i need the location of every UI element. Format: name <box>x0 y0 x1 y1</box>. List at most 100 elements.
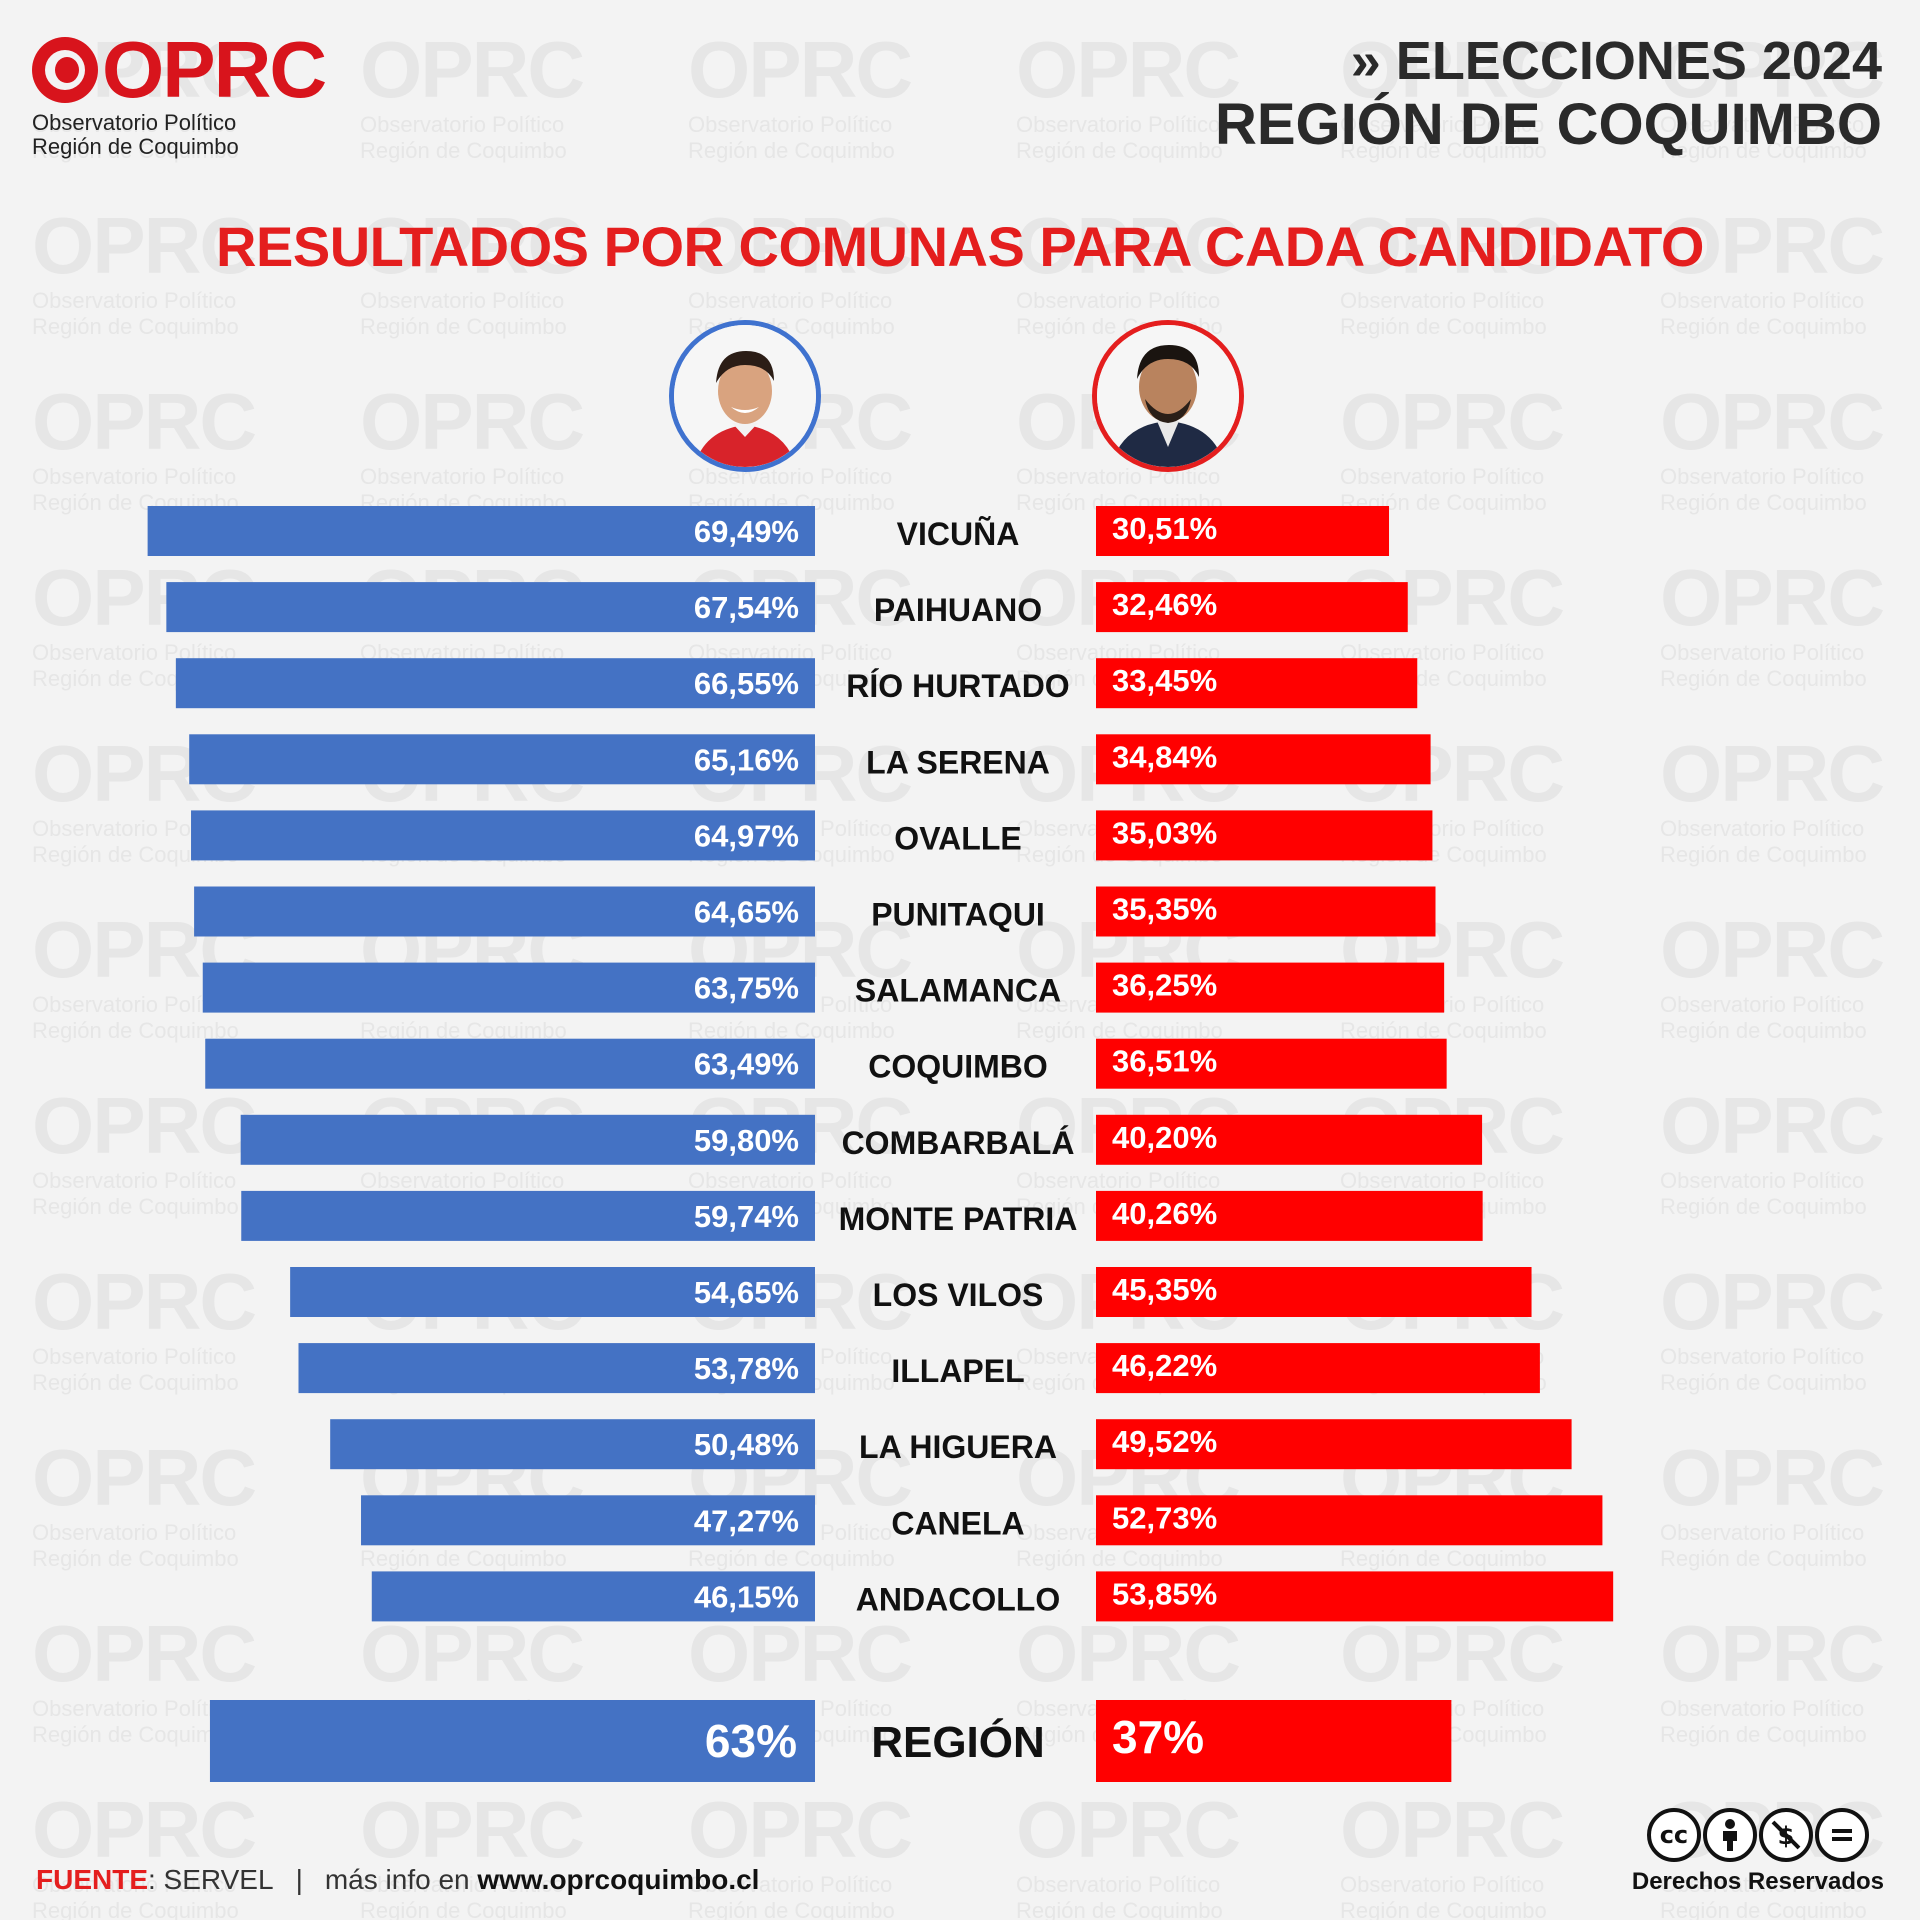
eye-icon <box>32 37 98 103</box>
footer-source: FUENTE: SERVEL | más info en www.oprcoquim… <box>36 1864 759 1896</box>
license-badge: cc $ Derechos Reservados <box>1632 1808 1884 1896</box>
value-label-right-5: 35,35% <box>1112 892 1217 927</box>
bar-left-1 <box>166 582 816 633</box>
value-label-left-7: 63,49% <box>694 1047 799 1082</box>
category-label-6: SALAMANCA <box>855 973 1061 1009</box>
bar-left-13 <box>361 1495 815 1546</box>
value-label-right-13: 52,73% <box>1112 1500 1217 1535</box>
noncommercial-icon: $ <box>1758 1808 1813 1862</box>
value-label-right-2: 33,45% <box>1112 663 1217 698</box>
event-line-1: » ELECCIONES 2024 <box>1350 31 1882 91</box>
source-value: : SERVEL <box>148 1864 274 1895</box>
bar-right-total <box>1096 1700 1452 1782</box>
value-label-left-6: 63,75% <box>694 971 799 1006</box>
bar-left-12 <box>330 1419 815 1470</box>
bar-left-3 <box>189 734 815 785</box>
value-label-right-4: 35,03% <box>1112 815 1217 850</box>
rights-text: Derechos Reservados <box>1631 1868 1884 1895</box>
logo-text: OPRC <box>102 25 327 114</box>
category-label-13: CANELA <box>891 1505 1024 1541</box>
bar-right-11 <box>1096 1343 1540 1394</box>
bar-right-5 <box>1096 886 1436 937</box>
value-label-right-11: 46,22% <box>1112 1348 1217 1383</box>
bar-left-14 <box>371 1571 815 1622</box>
category-label-3: LA SERENA <box>866 744 1050 780</box>
value-label-left-9: 59,74% <box>694 1199 799 1234</box>
bar-left-0 <box>147 506 815 556</box>
category-label-14: ANDACOLLO <box>856 1581 1060 1617</box>
website-link[interactable]: www.oprcoquimbo.cl <box>477 1864 760 1895</box>
event-line-2: REGIÓN DE COQUIMBO <box>1214 92 1882 157</box>
bar-right-6 <box>1096 962 1445 1013</box>
value-label-right-9: 40,26% <box>1112 1196 1217 1231</box>
category-label-1: PAIHUANO <box>874 592 1042 628</box>
value-label-right-6: 36,25% <box>1112 968 1217 1003</box>
category-label-2: RÍO HURTADO <box>846 668 1069 704</box>
bar-left-4 <box>191 810 815 861</box>
value-label-right-total: 37% <box>1112 1711 1204 1763</box>
value-label-left-total: 63% <box>705 1715 797 1767</box>
bar-right-9 <box>1096 1190 1483 1241</box>
bar-right-12 <box>1096 1419 1572 1470</box>
value-label-right-7: 36,51% <box>1112 1044 1217 1079</box>
candidate-left-avatar <box>669 320 821 472</box>
value-label-right-12: 49,52% <box>1112 1424 1217 1459</box>
attribution-icon <box>1702 1808 1757 1862</box>
value-label-left-2: 66,55% <box>694 666 799 701</box>
value-label-left-4: 64,97% <box>694 818 799 853</box>
value-label-right-3: 34,84% <box>1112 739 1217 774</box>
value-label-left-0: 69,49% <box>694 514 799 549</box>
value-label-left-13: 47,27% <box>694 1503 799 1538</box>
value-label-left-14: 46,15% <box>694 1579 799 1614</box>
logo-subtitle-1: Observatorio Político <box>32 110 237 135</box>
bar-left-9 <box>241 1190 816 1241</box>
category-label-total: REGIÓN <box>871 1717 1045 1767</box>
bar-left-6 <box>202 962 815 1013</box>
person-portrait-icon <box>1097 325 1239 467</box>
category-label-4: OVALLE <box>894 820 1021 856</box>
bar-left-2 <box>175 658 815 709</box>
bar-right-1 <box>1096 582 1408 633</box>
bar-right-7 <box>1096 1038 1447 1089</box>
category-label-11: ILLAPEL <box>891 1353 1024 1389</box>
value-label-left-10: 54,65% <box>694 1275 799 1310</box>
bar-right-14 <box>1096 1571 1614 1622</box>
category-label-5: PUNITAQUI <box>871 897 1045 933</box>
bar-right-4 <box>1096 810 1433 861</box>
value-label-right-0: 30,51% <box>1112 511 1217 546</box>
logo-subtitle-2: Región de Coquimbo <box>32 134 239 159</box>
event-heading: » ELECCIONES 2024 REGIÓN DE COQUIMBO <box>1215 30 1882 158</box>
noderivatives-icon <box>1814 1808 1869 1862</box>
footer-separator: | <box>295 1864 303 1895</box>
category-label-7: COQUIMBO <box>868 1049 1048 1085</box>
bar-left-total <box>209 1700 815 1782</box>
bar-right-10 <box>1096 1267 1532 1317</box>
bar-left-10 <box>290 1267 816 1317</box>
bar-right-2 <box>1096 658 1418 709</box>
page-title: RESULTADOS POR COMUNAS PARA CADA CANDIDA… <box>216 215 1704 278</box>
category-label-8: COMBARBALÁ <box>842 1125 1075 1161</box>
bar-right-0 <box>1096 506 1390 556</box>
bar-left-11 <box>298 1343 815 1394</box>
value-label-right-10: 45,35% <box>1112 1272 1217 1307</box>
more-info-text: más info en <box>324 1864 478 1895</box>
value-label-right-14: 53,85% <box>1112 1576 1217 1611</box>
creative-commons-icon: cc <box>1646 1808 1701 1862</box>
category-label-0: VICUÑA <box>897 516 1020 552</box>
oprc-logo: OPRC Observatorio Político Región de Coq… <box>32 25 327 159</box>
bar-right-3 <box>1096 734 1431 785</box>
category-label-9: MONTE PATRIA <box>839 1201 1078 1237</box>
candidate-right-avatar <box>1092 320 1244 472</box>
value-label-right-8: 40,20% <box>1112 1120 1217 1155</box>
value-label-left-5: 64,65% <box>694 895 799 930</box>
bar-left-8 <box>240 1114 816 1165</box>
category-label-10: LOS VILOS <box>873 1277 1044 1313</box>
value-label-left-3: 65,16% <box>694 742 799 777</box>
value-label-left-12: 50,48% <box>694 1427 799 1462</box>
value-label-left-1: 67,54% <box>694 590 799 625</box>
value-label-right-1: 32,46% <box>1112 587 1217 622</box>
bar-right-8 <box>1096 1114 1483 1165</box>
bar-right-13 <box>1096 1495 1603 1546</box>
value-label-left-11: 53,78% <box>694 1351 799 1386</box>
